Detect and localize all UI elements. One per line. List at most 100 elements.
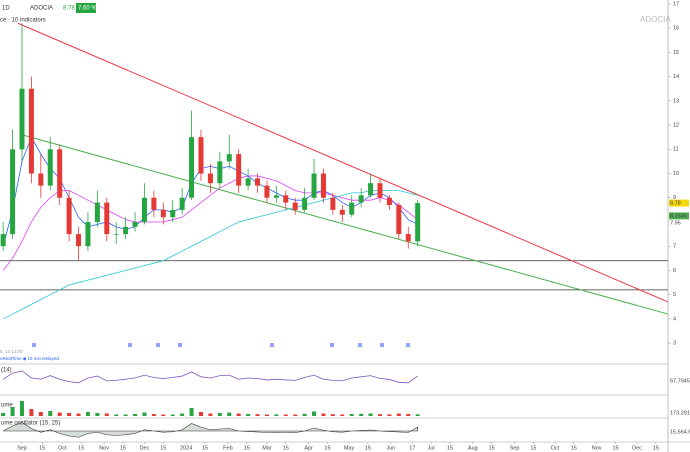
event[interactable] — [156, 343, 160, 347]
interval[interactable]: 1D — [2, 6, 10, 12]
event[interactable] — [178, 343, 182, 347]
price-badge — [669, 212, 689, 220]
trend-line — [21, 134, 669, 315]
volume-bar — [1, 413, 6, 416]
candle-body — [358, 195, 364, 203]
candle-body — [377, 183, 383, 198]
delay-note: oRealTime ◆ 15 min Delayed — [0, 356, 59, 361]
event[interactable] — [32, 343, 36, 347]
x-tick-label: 15 — [571, 445, 577, 451]
y-tick-label: 17 — [673, 1, 679, 7]
candle-body — [283, 195, 289, 203]
volume-bar — [217, 413, 222, 416]
event[interactable] — [358, 343, 362, 347]
y-tick-label: 3 — [673, 341, 676, 347]
volume-label: ume — [1, 403, 13, 409]
candle-body — [170, 209, 176, 218]
price: 8.78 — [63, 6, 75, 12]
event[interactable] — [128, 343, 132, 347]
volume-bar — [406, 414, 411, 416]
event[interactable] — [406, 343, 410, 347]
candle-body — [311, 173, 317, 198]
change-badge — [76, 3, 96, 13]
event-markers[interactable] — [32, 343, 410, 347]
x-tick-label: 15 — [39, 445, 45, 451]
x-tick-label: 15 — [530, 445, 536, 451]
candle-body — [198, 137, 204, 174]
x-tick-label: Oct — [58, 445, 67, 451]
candle-body — [94, 202, 100, 222]
y-tick-label: 9 — [673, 195, 676, 201]
volume-bar — [246, 414, 251, 416]
candle-body — [179, 197, 185, 210]
x-tick-label: Sep — [17, 445, 27, 451]
indicators[interactable]: ce · 10 indicators — [0, 18, 46, 24]
watermark: ADOCIA — [640, 15, 671, 24]
candle-body — [226, 154, 232, 162]
moving-average — [2, 190, 418, 320]
candle-body — [396, 205, 402, 235]
volume-bar — [104, 413, 109, 416]
volume-bar — [198, 412, 203, 416]
volume-bar — [180, 413, 185, 416]
x-tick-label: 15 — [160, 445, 166, 451]
y-tick-label: 15 — [673, 50, 679, 56]
volume-bar — [123, 414, 128, 416]
volume-bar — [293, 414, 298, 416]
candle-body — [151, 197, 157, 210]
event[interactable] — [270, 343, 274, 347]
y-tick-label: 10 — [673, 171, 679, 177]
time-note: 5, 13 14:00 — [0, 349, 23, 354]
candle-body — [76, 234, 82, 247]
volume-bar — [359, 413, 364, 416]
candle-body — [123, 226, 129, 235]
x-tick-label: Nov — [99, 445, 109, 451]
oscillator-value: 15,664.62 — [670, 429, 690, 435]
candle-body — [0, 234, 6, 247]
rsi-line — [2, 370, 418, 384]
x-tick-label: Apr — [304, 445, 313, 451]
candle-body — [160, 209, 166, 218]
event[interactable] — [330, 343, 334, 347]
candle-body — [141, 197, 147, 222]
candle-body — [189, 137, 195, 198]
candle-body — [132, 221, 138, 227]
x-tick-label: 15 — [612, 445, 618, 451]
volume-bar — [151, 414, 156, 416]
candle-body — [264, 185, 270, 198]
x-tick-label: 17 — [409, 445, 415, 451]
rsi-label: (14) — [1, 368, 12, 374]
price-label: 7.96 — [670, 220, 681, 226]
volume-bar — [302, 413, 307, 416]
volume-bar — [274, 414, 279, 416]
volume-bar — [114, 414, 119, 416]
candle-body — [57, 149, 63, 198]
price-badge — [669, 199, 689, 207]
candle-body — [245, 178, 251, 186]
volume-bar — [38, 412, 43, 416]
y-tick-label: 14 — [673, 74, 679, 80]
candle-body — [28, 88, 34, 174]
candle-body — [330, 197, 336, 210]
volume-bar — [321, 413, 326, 416]
candle-body — [273, 195, 279, 198]
volume-bar — [95, 413, 100, 416]
volume-bar — [19, 401, 24, 416]
volume-bar — [85, 412, 90, 416]
volume-bar — [264, 414, 269, 416]
event[interactable] — [380, 343, 384, 347]
x-tick-label: 15 — [653, 445, 659, 451]
candle-body — [415, 203, 421, 242]
symbol: ADOCIA — [30, 6, 53, 12]
candle-body — [386, 197, 392, 206]
oscillator-label: ume oscillator (15, 25) — [1, 421, 60, 427]
oscillator-area — [3, 421, 418, 438]
x-tick-label: Aug — [468, 445, 478, 451]
change: 7.60 % — [78, 6, 97, 12]
trend-line — [17, 22, 669, 303]
x-tick-label: 15 — [489, 445, 495, 451]
candle-body — [320, 173, 326, 198]
volume-bar — [387, 414, 392, 416]
volume-bar — [161, 414, 166, 416]
y-tick-label: 5 — [673, 292, 676, 298]
